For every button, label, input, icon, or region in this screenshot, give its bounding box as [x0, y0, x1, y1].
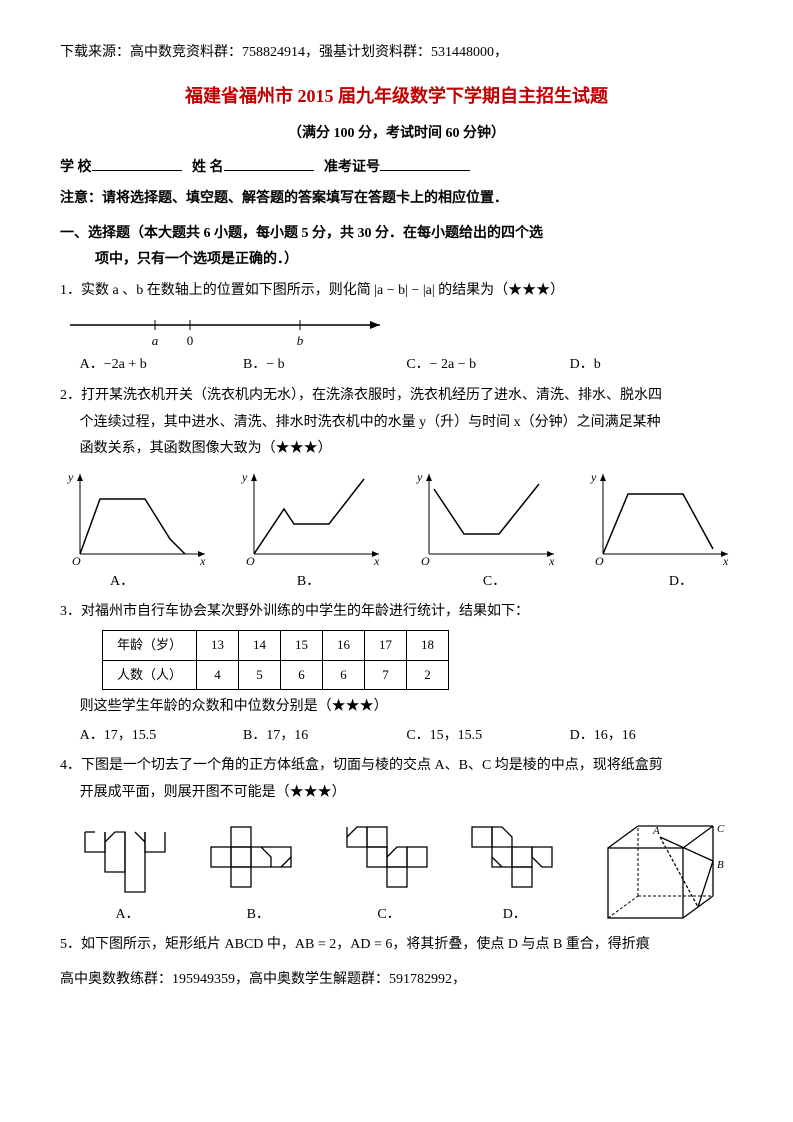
q3-tail: 则这些学生年龄的众数和中位数分别是（★★★） [60, 694, 733, 721]
q3-cnt-3: 6 [323, 660, 365, 690]
chart-b: O x y [234, 469, 384, 569]
school-blank[interactable] [92, 156, 182, 171]
q4-line2: 开展成平面，则展开图不可能是（★★★） [60, 780, 733, 807]
q2-opt-b[interactable]: B． [297, 569, 320, 596]
q2-opt-a[interactable]: A． [110, 569, 134, 596]
q3-h2: 人数（人） [103, 660, 197, 690]
q4-opt-b[interactable]: B． [206, 902, 311, 929]
net-d: D． [467, 817, 562, 929]
cube-figure: A C B [593, 818, 733, 928]
q3-age-5: 18 [407, 630, 449, 660]
q1-options: A．−2a + b B．− b C．− 2a − b D．b [60, 352, 733, 379]
q3-age-4: 17 [365, 630, 407, 660]
header-source: 下载来源：高中数竞资料群：758824914，强基计划资料群：531448000… [60, 40, 733, 67]
q3-age-2: 15 [281, 630, 323, 660]
q3-table: 年龄（岁） 13 14 15 16 17 18 人数（人） 4 5 6 6 7 … [102, 630, 449, 690]
q3-h1: 年龄（岁） [103, 630, 197, 660]
numline-b: b [297, 333, 304, 348]
q3-cnt-4: 7 [365, 660, 407, 690]
net-c: C． [342, 817, 437, 929]
q3-age-0: 13 [197, 630, 239, 660]
q2-charts: O x y O x y O x y [60, 469, 733, 569]
numline-a: a [152, 333, 159, 348]
q3-age-1: 14 [239, 630, 281, 660]
chart-c-y: y [416, 470, 423, 484]
name-blank[interactable] [224, 156, 314, 171]
exam-title: 福建省福州市 2015 届九年级数学下学期自主招生试题 [60, 79, 733, 113]
q2-opt-c[interactable]: C． [483, 569, 506, 596]
question-4: 4．下图是一个切去了一个角的正方体纸盒，切面与棱的交点 A、B、C 均是棱的中点… [60, 753, 733, 928]
q1-opt-a[interactable]: A．−2a + b [80, 352, 243, 379]
q1-text: 1．实数 a 、b 在数轴上的位置如下图所示，则化简 |a − b| − |a|… [60, 278, 733, 305]
chart-d-y: y [590, 470, 597, 484]
chart-a-y: y [67, 470, 74, 484]
question-2: 2．打开某洗衣机开关（洗衣机内无水），在洗涤衣服时，洗衣机经历了进水、清洗、排水… [60, 383, 733, 595]
q3-text: 3．对福州市自行车协会某次野外训练的中学生的年龄进行统计，结果如下： [60, 599, 733, 626]
question-3: 3．对福州市自行车协会某次野外训练的中学生的年龄进行统计，结果如下： 年龄（岁）… [60, 599, 733, 749]
chart-a-o: O [72, 554, 81, 568]
numline-zero: 0 [187, 333, 194, 348]
chart-b-y: y [241, 470, 248, 484]
q3-cnt-5: 2 [407, 660, 449, 690]
question-5: 5．如下图所示，矩形纸片 ABCD 中，AB = 2，AD = 6，将其折叠，使… [60, 932, 733, 959]
cube-label-a: A [652, 825, 660, 837]
net-b: B． [206, 817, 311, 929]
section-1-head: 一、选择题（本大题共 6 小题，每小题 5 分，共 30 分．在每小题给出的四个… [60, 221, 733, 274]
q3-cnt-0: 4 [197, 660, 239, 690]
name-label: 姓 名 [192, 160, 224, 175]
chart-a: O x y [60, 469, 210, 569]
q3-opt-a[interactable]: A．17，15.5 [80, 723, 243, 750]
cube-label-c: C [717, 823, 725, 835]
id-label: 准考证号 [324, 160, 380, 175]
form-line: 学 校 姓 名 准考证号 [60, 155, 733, 182]
exam-subtitle: （满分 100 分，考试时间 60 分钟） [60, 121, 733, 148]
chart-c-o: O [421, 554, 430, 568]
q3-cnt-1: 5 [239, 660, 281, 690]
chart-c-x: x [548, 554, 555, 568]
q3-opt-b[interactable]: B．17，16 [243, 723, 406, 750]
chart-b-x: x [373, 554, 380, 568]
q4-opt-c[interactable]: C． [342, 902, 437, 929]
notice: 注意：请将选择题、填空题、解答题的答案填写在答题卡上的相应位置． [60, 186, 733, 213]
q4-line1: 4．下图是一个切去了一个角的正方体纸盒，切面与棱的交点 A、B、C 均是棱的中点… [60, 753, 733, 780]
q3-age-3: 16 [323, 630, 365, 660]
q1-opt-d[interactable]: D．b [570, 352, 733, 379]
q5-text: 5．如下图所示，矩形纸片 ABCD 中，AB = 2，AD = 6，将其折叠，使… [60, 932, 733, 959]
id-blank[interactable] [380, 156, 470, 171]
q3-opt-d[interactable]: D．16，16 [570, 723, 733, 750]
net-a: A． [80, 817, 175, 929]
footer-source: 高中奥数教练群：195949359，高中奥数学生解题群：591782992， [60, 967, 733, 994]
q1-opt-b[interactable]: B．− b [243, 352, 406, 379]
q2-opt-d[interactable]: D． [669, 569, 693, 596]
chart-d-o: O [595, 554, 604, 568]
q3-cnt-2: 6 [281, 660, 323, 690]
q4-opt-d[interactable]: D． [467, 902, 562, 929]
chart-d-x: x [722, 554, 729, 568]
q3-options: A．17，15.5 B．17，16 C．15，15.5 D．16，16 [60, 723, 733, 750]
q2-line2: 个连续过程，其中进水、清洗、排水时洗衣机中的水量 y（升）与时间 x（分钟）之间… [60, 410, 733, 437]
number-line-figure: a 0 b [60, 310, 733, 350]
q2-line1: 2．打开某洗衣机开关（洗衣机内无水），在洗涤衣服时，洗衣机经历了进水、清洗、排水… [60, 383, 733, 410]
q3-opt-c[interactable]: C．15，15.5 [406, 723, 569, 750]
q2-line3: 函数关系，其函数图像大致为（★★★） [60, 436, 733, 463]
cube-label-b: B [717, 859, 724, 871]
section-1-line1: 一、选择题（本大题共 6 小题，每小题 5 分，共 30 分．在每小题给出的四个… [60, 221, 733, 248]
section-1-line2: 项中，只有一个选项是正确的．） [60, 247, 298, 274]
question-1: 1．实数 a 、b 在数轴上的位置如下图所示，则化简 |a − b| − |a|… [60, 278, 733, 379]
chart-d: O x y [583, 469, 733, 569]
chart-b-o: O [246, 554, 255, 568]
chart-c: O x y [409, 469, 559, 569]
q4-opt-a[interactable]: A． [80, 902, 175, 929]
q1-opt-c[interactable]: C．− 2a − b [406, 352, 569, 379]
q4-figures: A． B． [80, 817, 733, 929]
q2-option-labels: A． B． C． D． [60, 569, 733, 596]
chart-a-x: x [199, 554, 206, 568]
school-label: 学 校 [60, 160, 92, 175]
